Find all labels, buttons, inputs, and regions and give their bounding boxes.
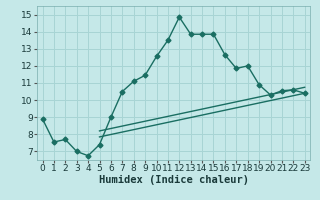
X-axis label: Humidex (Indice chaleur): Humidex (Indice chaleur) [99,175,249,185]
